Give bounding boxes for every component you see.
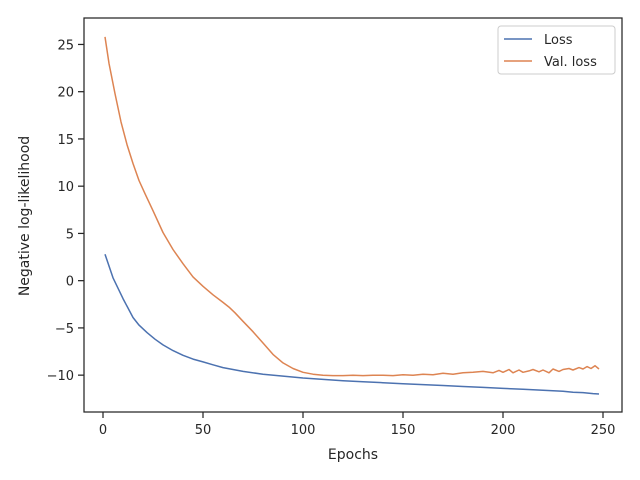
series-line-1 [104, 36, 600, 377]
x-tick-label-4: 200 [491, 423, 516, 438]
legend-label-1: Val. loss [544, 55, 597, 70]
y-tick-label-6: 20 [57, 86, 74, 101]
y-axis-label: Negative log-likelihood [17, 136, 33, 296]
legend: Loss Val. loss [497, 25, 616, 75]
plot-frame [83, 17, 623, 413]
y-tick-label-3: 5 [66, 227, 74, 242]
legend-box [497, 25, 616, 75]
x-tick-label-1: 50 [195, 423, 212, 438]
y-tick-label-5: 15 [57, 133, 74, 148]
x-axis-label: Epochs [328, 447, 378, 463]
axis-ticks: 0 50 100 150 200 250 −10 −5 0 5 10 15 20 25 [47, 38, 616, 438]
y-tick-label-4: 10 [57, 180, 74, 195]
plot-area [83, 17, 623, 413]
x-tick-label-5: 250 [591, 423, 616, 438]
y-tick-label-0: −10 [47, 369, 74, 384]
y-tick-label-7: 25 [57, 38, 74, 53]
x-tick-label-3: 150 [391, 423, 416, 438]
series-line-0 [104, 253, 600, 395]
y-tick-label-1: −5 [55, 322, 74, 337]
legend-label-0: Loss [544, 33, 573, 48]
y-tick-label-2: 0 [66, 275, 74, 290]
x-tick-label-0: 0 [99, 423, 107, 438]
x-tick-label-2: 100 [291, 423, 316, 438]
